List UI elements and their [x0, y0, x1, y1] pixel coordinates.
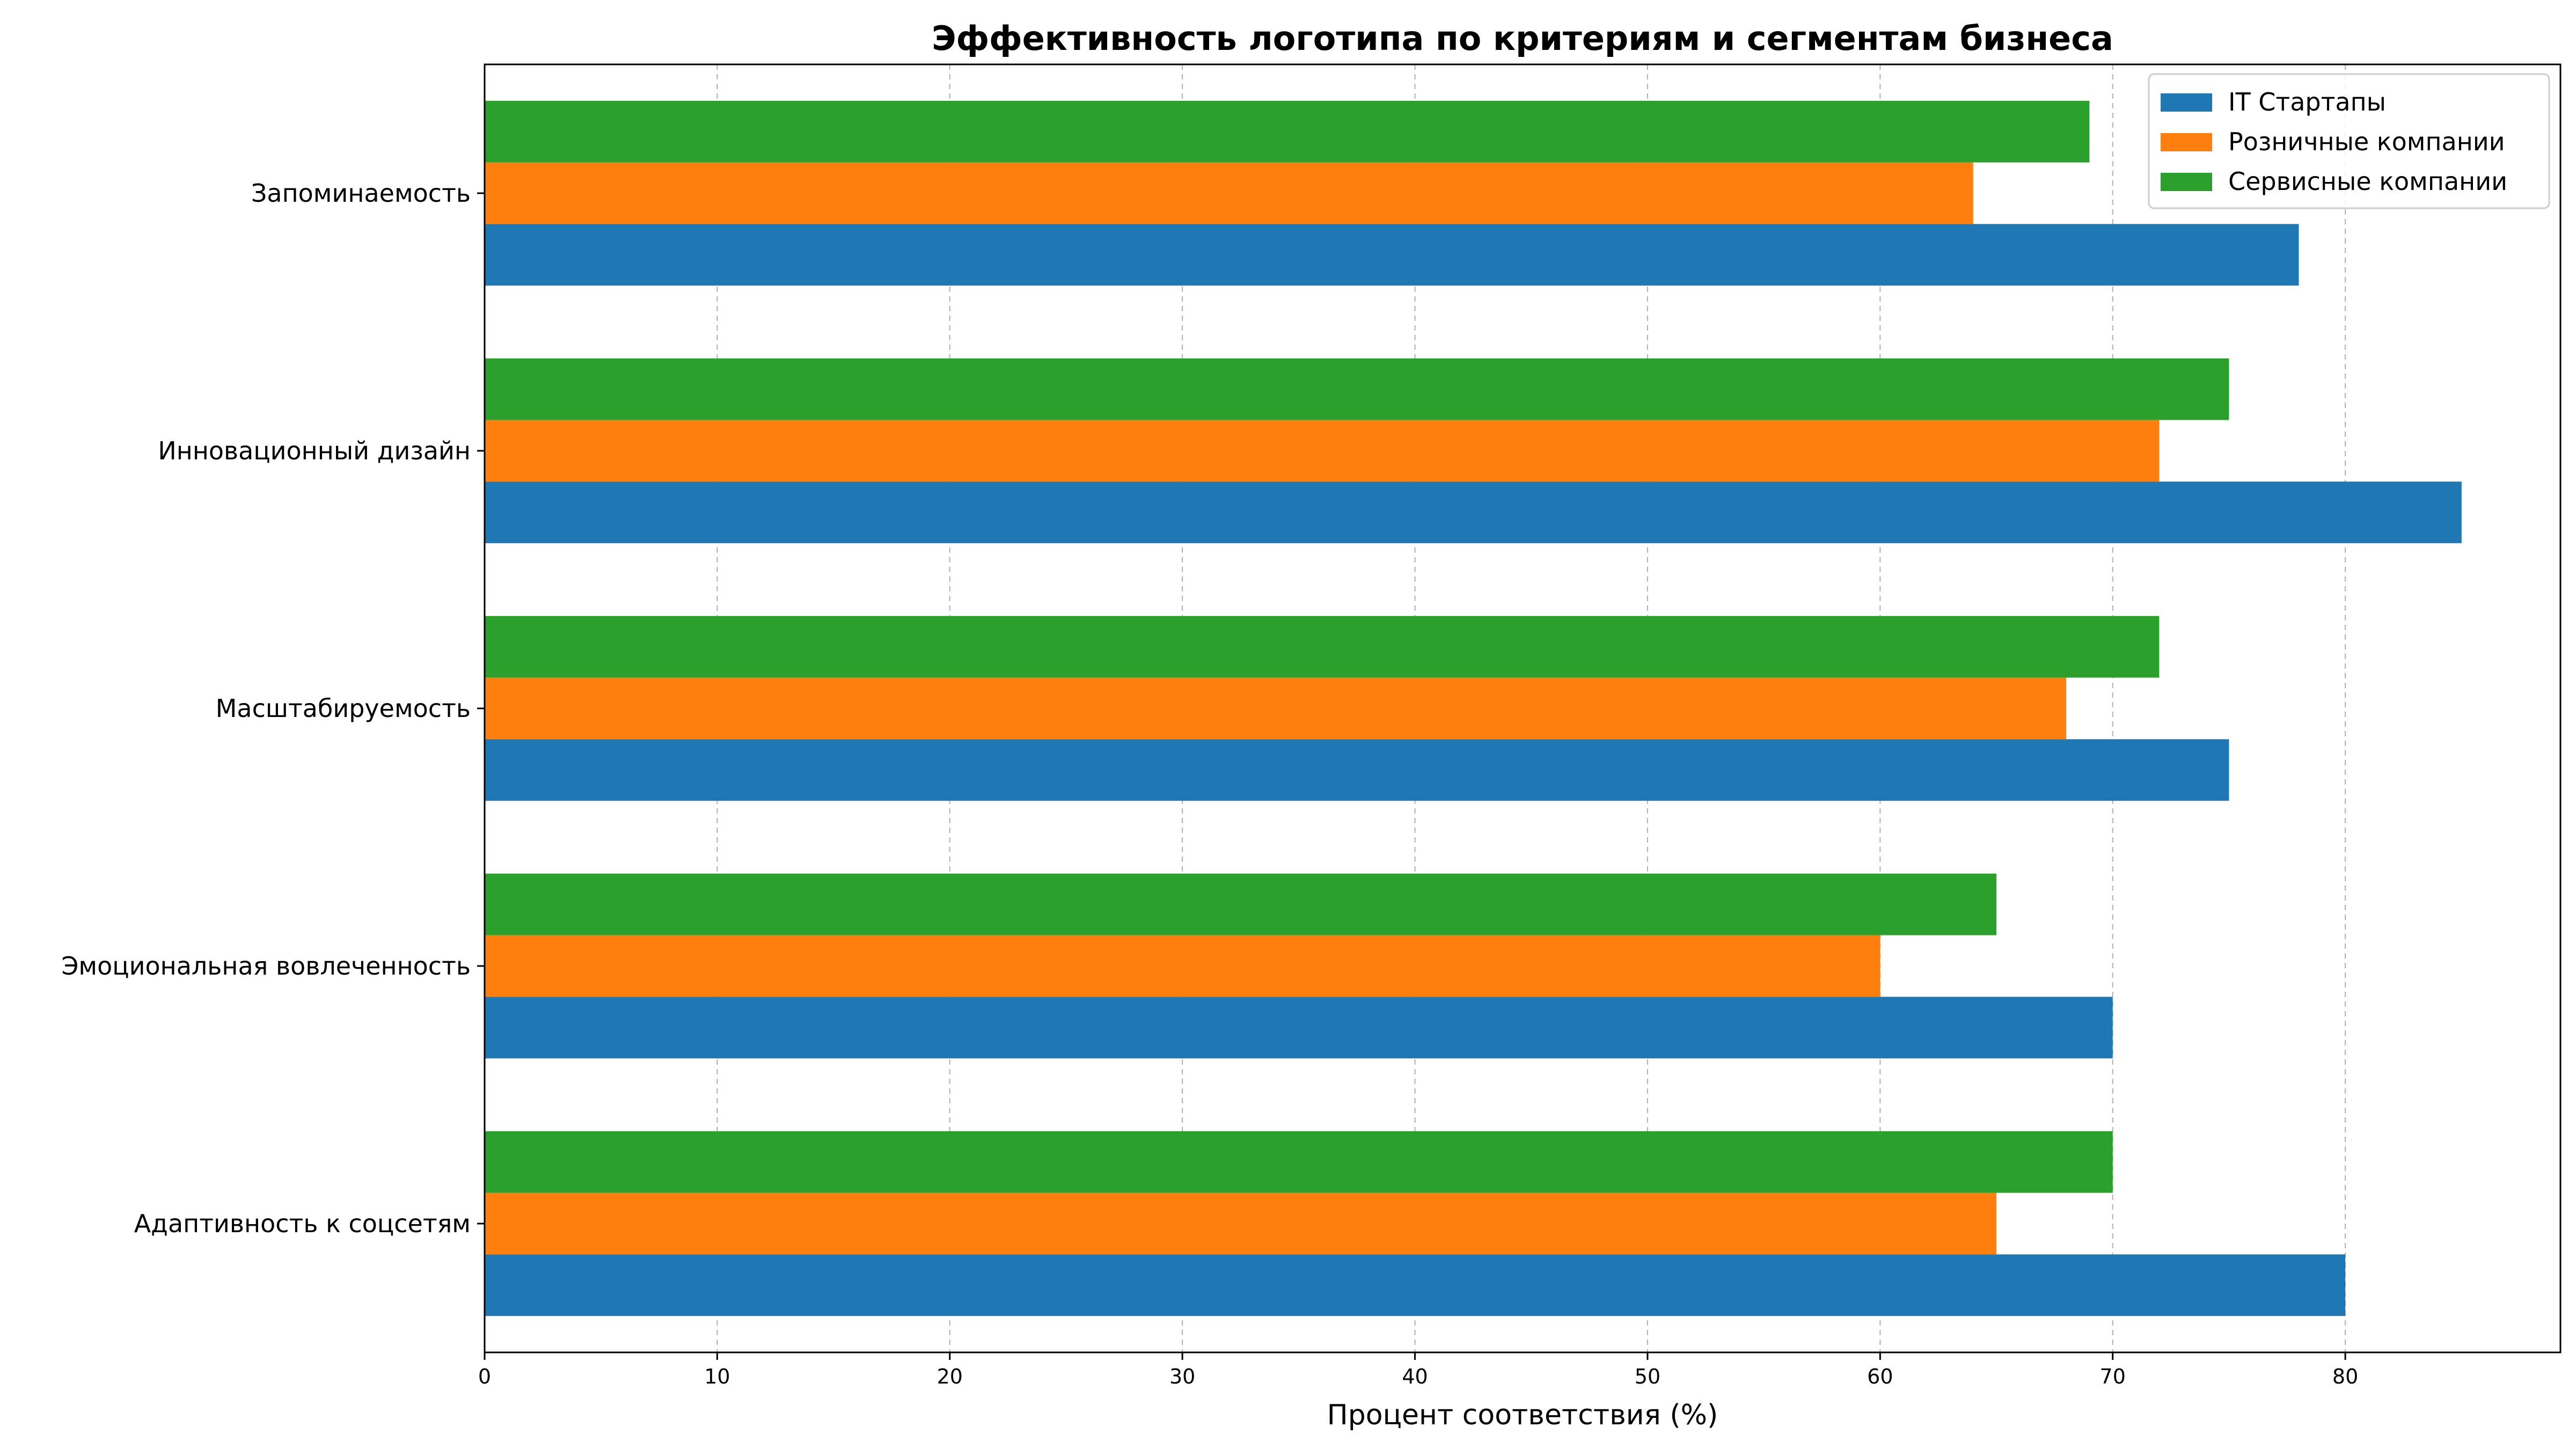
bar: [485, 224, 2299, 286]
x-tick-label: 0: [478, 1365, 491, 1388]
bar: [485, 1131, 2113, 1193]
bar: [485, 162, 1973, 224]
chart-title: Эффективность логотипа по критериям и се…: [932, 19, 2113, 58]
category-label: Запоминаемость: [251, 179, 471, 208]
legend-swatch: [2161, 93, 2212, 112]
bar: [485, 100, 2090, 163]
x-tick-label: 70: [2100, 1365, 2126, 1388]
x-tick-label: 80: [2332, 1365, 2358, 1388]
tick-layer: 0 10 20 30 40 50 60 70 80: [477, 192, 2358, 1388]
x-tick-label: 60: [1867, 1365, 1893, 1388]
bar: [485, 1254, 2346, 1316]
legend-swatch: [2161, 173, 2212, 191]
bar: [485, 1192, 1997, 1255]
x-axis-label: Процент соответствия (%): [1327, 1399, 1718, 1431]
bar: [485, 739, 2229, 801]
category-label: Масштабируемость: [216, 694, 471, 723]
category-label: Эмоциональная вовлеченность: [61, 952, 471, 980]
category-labels: Запоминаемость Инновационный дизайн Масшта…: [61, 179, 471, 1238]
x-tick-label: 30: [1169, 1365, 1195, 1388]
category-label: Инновационный дизайн: [158, 436, 471, 465]
legend-box: [2148, 73, 2550, 209]
bar: [485, 935, 1880, 997]
x-tick-label: 20: [937, 1365, 963, 1388]
legend-swatch: [2161, 133, 2212, 151]
legend-label: Сервисные компании: [2228, 167, 2507, 196]
bar-layer: [485, 100, 2462, 1316]
bar: [485, 481, 2462, 544]
bar: [485, 358, 2229, 420]
x-tick-label: 50: [1635, 1365, 1660, 1388]
legend-label: IT Стартапы: [2228, 87, 2386, 116]
category-label: Адаптивность к соцсетям: [134, 1209, 471, 1238]
bar: [485, 616, 2160, 678]
x-tick-label: 10: [704, 1365, 730, 1388]
bar: [485, 997, 2113, 1059]
bar: [485, 677, 2067, 740]
legend: IT Стартапы Розничные компании Сервисные к…: [2148, 73, 2550, 209]
bar: [485, 873, 1997, 935]
x-tick-label: 40: [1402, 1365, 1428, 1388]
bar: [485, 420, 2160, 482]
legend-label: Розничные компании: [2228, 127, 2505, 156]
